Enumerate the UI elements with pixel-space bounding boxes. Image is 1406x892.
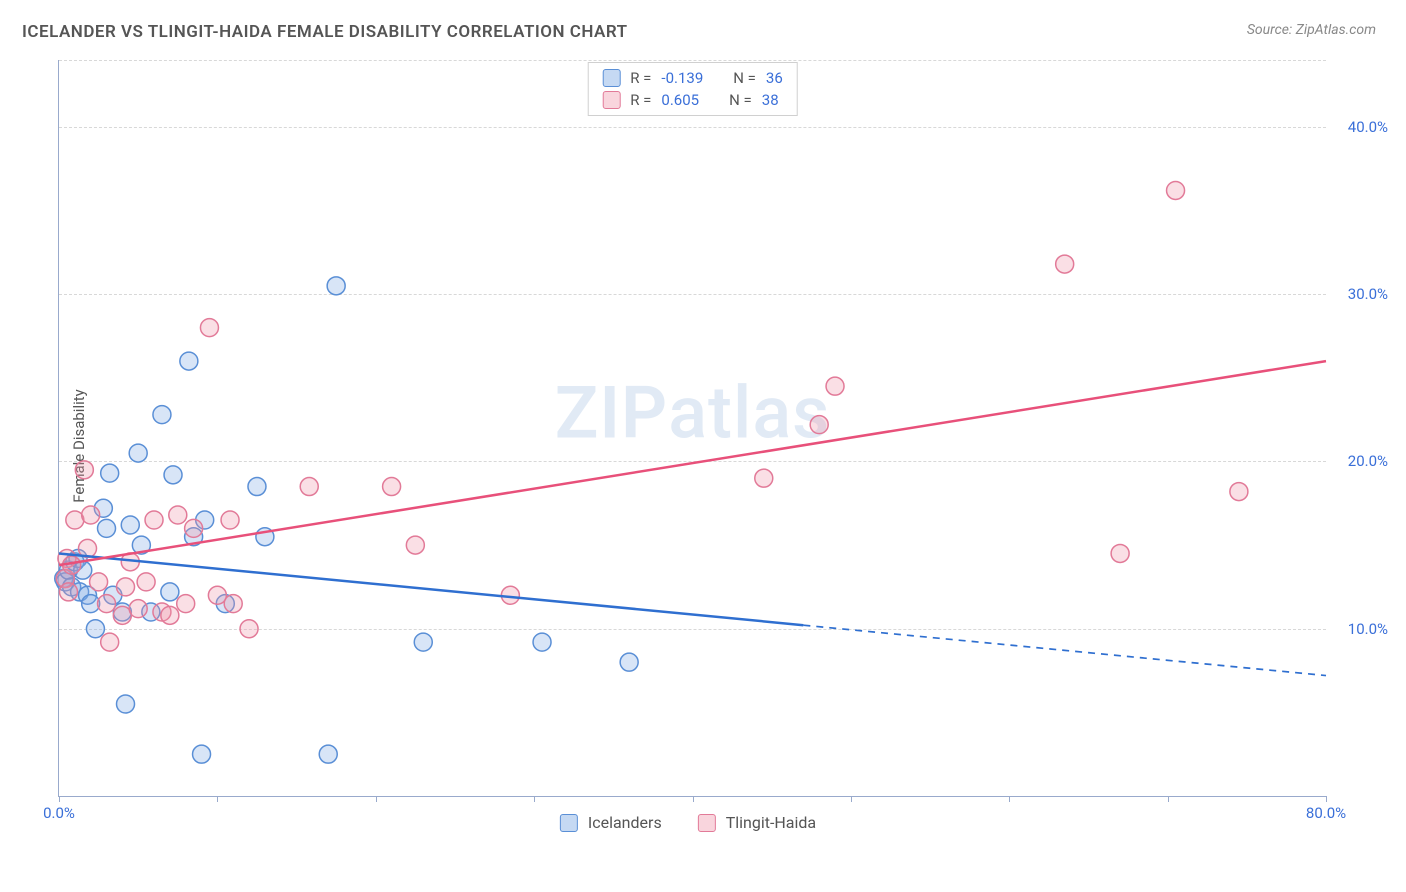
x-tick	[376, 796, 377, 802]
data-point	[137, 573, 155, 591]
n-label: N =	[733, 69, 756, 87]
plot-area: ZIPatlas R =-0.139N =36R =0.605N =38 10.…	[58, 60, 1326, 797]
chart-container: Female Disability ZIPatlas R =-0.139N =3…	[50, 60, 1326, 832]
x-tick	[1326, 796, 1327, 802]
x-tick	[59, 796, 60, 802]
data-point	[383, 478, 401, 496]
data-point	[533, 633, 551, 651]
x-tick	[693, 796, 694, 802]
data-point	[193, 745, 211, 763]
data-point	[327, 277, 345, 295]
plot-svg	[59, 60, 1326, 796]
data-point	[98, 595, 116, 613]
x-tick-label: 0.0%	[43, 804, 75, 822]
data-point	[406, 536, 424, 554]
y-tick-label: 10.0%	[1348, 620, 1388, 638]
regression-line-extrapolated	[803, 625, 1326, 675]
data-point	[75, 461, 93, 479]
legend-label: Tlingit-Haida	[726, 813, 816, 832]
source-attribution: Source: ZipAtlas.com	[1247, 22, 1376, 38]
n-value: 36	[766, 69, 783, 87]
y-tick-label: 20.0%	[1348, 452, 1388, 470]
r-value: 0.605	[661, 91, 699, 109]
correlation-legend: R = -0.139 N = 36 R = 0.605 N = 38	[587, 62, 798, 116]
legend-swatch	[560, 814, 578, 832]
n-label: N =	[729, 91, 752, 109]
correlation-legend-row: R = -0.139 N = 36	[588, 67, 797, 89]
data-point	[620, 653, 638, 671]
data-point	[101, 633, 119, 651]
data-point	[177, 595, 195, 613]
data-point	[1111, 544, 1129, 562]
data-point	[221, 511, 239, 529]
data-point	[208, 586, 226, 604]
y-tick-label: 40.0%	[1348, 118, 1388, 136]
r-label: R =	[630, 91, 651, 109]
x-tick-label: 80.0%	[1306, 804, 1346, 822]
data-point	[153, 406, 171, 424]
data-point	[164, 466, 182, 484]
legend-swatch	[602, 69, 620, 87]
x-tick	[534, 796, 535, 802]
data-point	[161, 583, 179, 601]
data-point	[121, 516, 139, 534]
data-point	[319, 745, 337, 763]
y-tick-label: 30.0%	[1348, 285, 1388, 303]
chart-title: ICELANDER VS TLINGIT-HAIDA FEMALE DISABI…	[22, 22, 628, 42]
data-point	[169, 506, 187, 524]
legend-item: Icelanders	[560, 813, 662, 832]
data-point	[90, 573, 108, 591]
legend-swatch	[698, 814, 716, 832]
data-point	[755, 469, 773, 487]
n-value: 38	[762, 91, 779, 109]
data-point	[826, 377, 844, 395]
data-point	[129, 600, 147, 618]
data-point	[60, 583, 78, 601]
data-point	[1056, 255, 1074, 273]
data-point	[248, 478, 266, 496]
x-tick	[1009, 796, 1010, 802]
data-point	[1167, 181, 1185, 199]
legend-item: Tlingit-Haida	[698, 813, 816, 832]
data-point	[117, 578, 135, 596]
data-point	[224, 595, 242, 613]
legend-swatch	[602, 91, 620, 109]
legend-label: Icelanders	[588, 813, 662, 832]
x-tick	[217, 796, 218, 802]
data-point	[240, 620, 258, 638]
data-point	[129, 444, 147, 462]
data-point	[117, 695, 135, 713]
regression-line	[59, 361, 1326, 565]
r-label: R =	[630, 69, 651, 87]
data-point	[200, 319, 218, 337]
data-point	[101, 464, 119, 482]
data-point	[161, 606, 179, 624]
data-point	[414, 633, 432, 651]
data-point	[300, 478, 318, 496]
correlation-legend-row: R = 0.605 N = 38	[588, 89, 797, 111]
data-point	[180, 352, 198, 370]
data-point	[1230, 483, 1248, 501]
data-point	[810, 416, 828, 434]
data-point	[98, 519, 116, 537]
x-tick	[1168, 796, 1169, 802]
x-tick	[851, 796, 852, 802]
data-point	[82, 506, 100, 524]
data-point	[145, 511, 163, 529]
data-point	[185, 519, 203, 537]
series-legend: Icelanders Tlingit-Haida	[560, 813, 816, 832]
data-point	[86, 620, 104, 638]
r-value: -0.139	[661, 69, 703, 87]
